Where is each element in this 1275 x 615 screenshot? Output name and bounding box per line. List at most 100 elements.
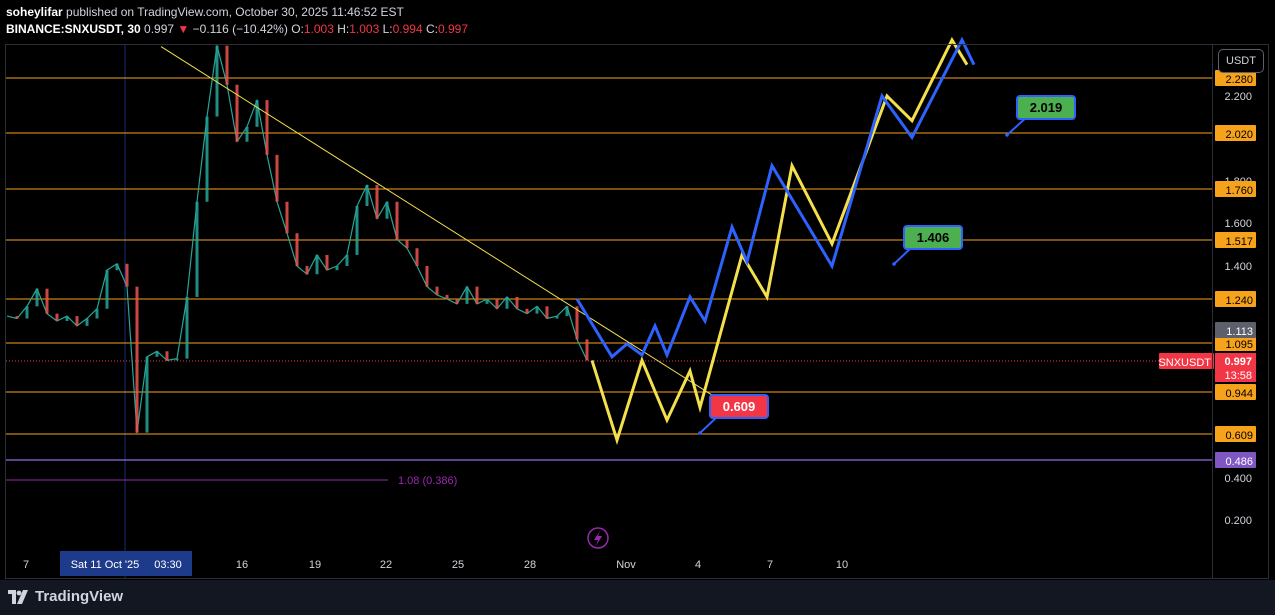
candle: [325, 254, 329, 271]
target-label: 0.609: [723, 399, 756, 414]
gray-level-badge-text: 1.113: [1226, 326, 1253, 338]
author-name[interactable]: soheylifar: [6, 5, 63, 19]
candle: [135, 286, 139, 433]
currency-button[interactable]: USDT: [1218, 49, 1264, 73]
target-callout[interactable]: 1.406: [892, 225, 963, 266]
target-label: 2.019: [1030, 100, 1063, 115]
candle: [465, 286, 469, 304]
current-price-box: [1215, 353, 1256, 382]
publish-info: soheylifar published on TradingView.com,…: [6, 5, 404, 19]
symbol-price-tag[interactable]: SNXUSDT: [1158, 353, 1214, 369]
candle: [125, 263, 129, 287]
crosshair-time-text: 03:30: [154, 559, 182, 571]
lightning-icon[interactable]: [587, 527, 609, 549]
candle: [315, 254, 319, 275]
low-label: L:: [382, 22, 393, 36]
target-box: [1016, 95, 1076, 120]
target-box: [903, 225, 963, 250]
candle: [585, 339, 589, 361]
current-price-badge[interactable]: 0.997 13:58: [1215, 353, 1256, 382]
gray-level-badge[interactable]: 1.113: [1215, 322, 1256, 338]
price-level-badge[interactable]: 0.609: [1215, 426, 1256, 442]
crosshair-date-box: [60, 551, 192, 576]
gray-level-badge-box: [1215, 322, 1256, 338]
open-value: 1.003: [303, 22, 334, 36]
price-level-badge[interactable]: 0.944: [1215, 384, 1256, 400]
candle: [385, 201, 389, 219]
candle: [405, 239, 409, 249]
candle: [375, 185, 379, 219]
yellow-projection-path[interactable]: [590, 36, 969, 446]
candle: [95, 308, 99, 319]
candle: [575, 306, 579, 340]
target-callout[interactable]: 2.019: [1005, 95, 1076, 137]
close-value: 0.997: [438, 22, 469, 36]
support-level-badge-box: [1215, 452, 1256, 468]
candle: [215, 45, 219, 117]
candle: [285, 201, 289, 234]
right-axis-divider: [1212, 44, 1213, 578]
x-tick-label: 16: [236, 559, 248, 571]
open-label: O:: [291, 22, 304, 36]
candle: [515, 296, 519, 309]
tradingview-logo[interactable]: TradingView: [8, 588, 123, 605]
price-level-badge-box: [1215, 426, 1256, 442]
target-callout[interactable]: 0.609: [698, 394, 769, 435]
price-level-badge[interactable]: 1.517: [1215, 232, 1256, 248]
x-tick-label: 7: [23, 559, 29, 571]
support-level-badge[interactable]: 0.486: [1215, 452, 1256, 468]
x-tick-label: 7: [767, 559, 773, 571]
candle: [15, 316, 19, 319]
target-label: 1.406: [917, 230, 950, 245]
footer-bar: [0, 580, 1275, 615]
symbol-price-tag-text: SNXUSDT: [1158, 357, 1211, 369]
y-tick-label: 0.200: [1224, 515, 1252, 527]
price-level-badge[interactable]: 2.020: [1215, 125, 1256, 141]
symbol-name[interactable]: BINANCE:SNXUSDT, 30: [6, 22, 141, 36]
candle: [145, 356, 149, 433]
candle: [45, 288, 49, 314]
candle: [185, 296, 189, 359]
candle: [205, 116, 209, 202]
candle: [435, 286, 439, 295]
candle: [175, 358, 179, 361]
x-tick-label: 22: [380, 559, 392, 571]
price-level-badge[interactable]: 1.240: [1215, 291, 1256, 307]
price-level-badge-text: 0.944: [1225, 388, 1253, 400]
candle: [235, 84, 239, 142]
blue-projection-path[interactable]: [575, 36, 976, 360]
countdown-text: 13:58: [1224, 370, 1252, 382]
candle: [445, 294, 449, 299]
candle: [195, 201, 199, 297]
candle: [345, 254, 349, 266]
target-dot: [1005, 133, 1009, 137]
price-level-badge-text: 1.760: [1225, 185, 1253, 197]
price-level-badge-text: 2.020: [1225, 129, 1253, 141]
price-level-badge-box: [1215, 70, 1256, 86]
candle: [505, 296, 509, 309]
candle: [475, 286, 479, 304]
price-level-badge[interactable]: 2.280: [1215, 70, 1256, 86]
candle: [255, 100, 259, 127]
candle: [265, 100, 269, 155]
x-tick-label: 28: [524, 559, 536, 571]
crosshair-date-badge[interactable]: Sat 11 Oct '25 03:30: [60, 551, 192, 576]
price-level-badge[interactable]: 1.760: [1215, 181, 1256, 197]
target-box: [709, 394, 769, 419]
symbol-price-tag-box: [1159, 353, 1214, 369]
descending-trendline[interactable]: [160, 46, 728, 405]
candle: [155, 351, 159, 357]
candle: [545, 306, 549, 319]
close-label: C:: [426, 22, 438, 36]
price-level-badge-box: [1215, 335, 1256, 351]
candle: [425, 266, 429, 287]
y-tick-label: 1.600: [1224, 218, 1252, 230]
candle: [335, 266, 339, 271]
candle: [415, 248, 419, 266]
price-level-badge[interactable]: 1.095: [1215, 335, 1256, 351]
candle: [395, 201, 399, 240]
candle: [115, 263, 119, 271]
candle: [495, 299, 499, 309]
